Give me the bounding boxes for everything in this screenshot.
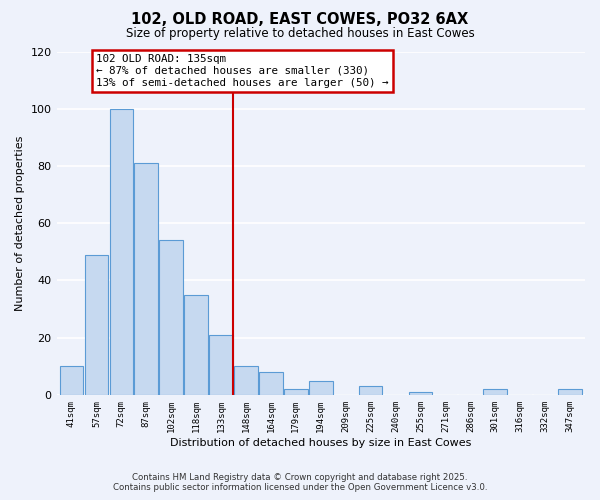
Text: Contains HM Land Registry data © Crown copyright and database right 2025.
Contai: Contains HM Land Registry data © Crown c… <box>113 473 487 492</box>
Bar <box>234 366 258 395</box>
Bar <box>284 389 308 395</box>
Bar <box>134 163 158 395</box>
Bar <box>85 254 108 395</box>
Text: Size of property relative to detached houses in East Cowes: Size of property relative to detached ho… <box>125 28 475 40</box>
Y-axis label: Number of detached properties: Number of detached properties <box>15 136 25 311</box>
Bar <box>110 108 133 395</box>
Bar <box>59 366 83 395</box>
Bar <box>259 372 283 395</box>
Bar <box>309 380 332 395</box>
Bar <box>409 392 433 395</box>
Bar <box>484 389 507 395</box>
Text: 102, OLD ROAD, EAST COWES, PO32 6AX: 102, OLD ROAD, EAST COWES, PO32 6AX <box>131 12 469 28</box>
Bar <box>209 335 233 395</box>
Bar <box>184 294 208 395</box>
Bar <box>359 386 382 395</box>
Bar <box>160 240 183 395</box>
Bar <box>558 389 582 395</box>
X-axis label: Distribution of detached houses by size in East Cowes: Distribution of detached houses by size … <box>170 438 472 448</box>
Text: 102 OLD ROAD: 135sqm
← 87% of detached houses are smaller (330)
13% of semi-deta: 102 OLD ROAD: 135sqm ← 87% of detached h… <box>97 54 389 88</box>
